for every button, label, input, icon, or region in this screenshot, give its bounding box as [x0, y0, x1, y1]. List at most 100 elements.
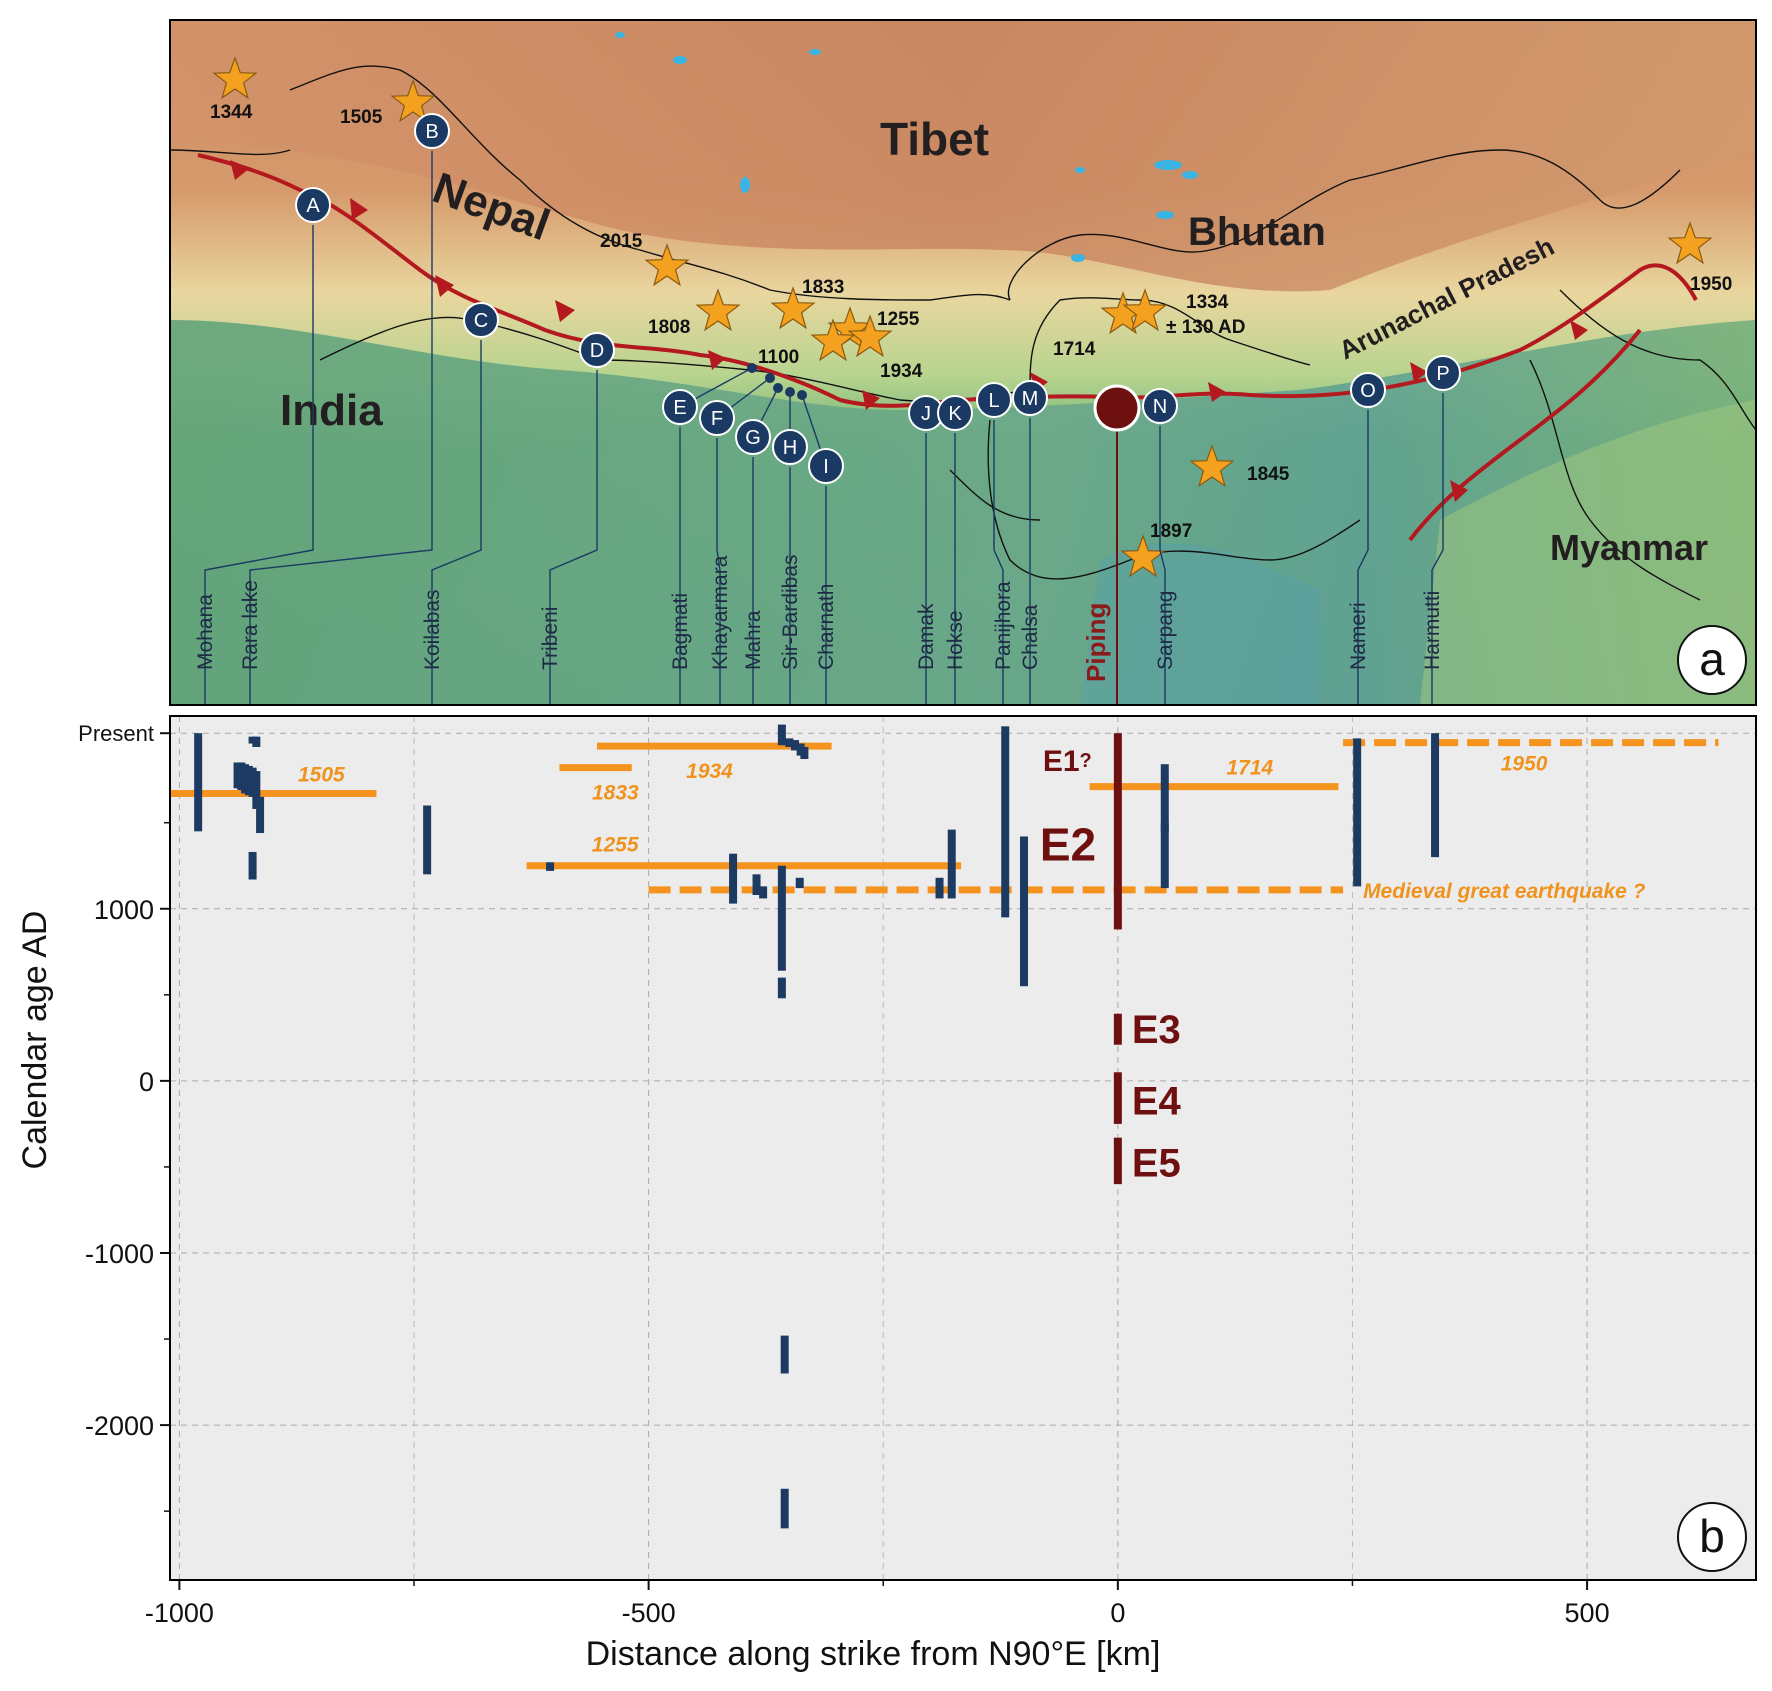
site-letter-p: P — [1436, 363, 1449, 385]
site-line-koilabas — [431, 340, 482, 705]
y-tick-label: 0 — [139, 1067, 154, 1097]
site-line-nameri — [1357, 410, 1369, 705]
site-age-bar — [194, 733, 203, 832]
eq-label-1897: 1897 — [1150, 521, 1192, 542]
site-name-charnath: Charnath — [815, 584, 838, 670]
piping-event-suffix: ? — [1080, 750, 1092, 772]
site-letter-g: G — [745, 427, 761, 449]
site-markers: A B C D E FG H I J K L M N O P — [295, 113, 1461, 484]
panel-b-letter: b — [1699, 1510, 1725, 1562]
eq-range-label: 1505 — [298, 763, 345, 786]
eq-label-1334-uncertainty: ± 130 AD — [1166, 317, 1245, 338]
site-age-bar — [759, 886, 768, 899]
piping-event-bar-e4 — [1113, 1072, 1122, 1124]
site-name-sir-bardibas: Sir-Bardibas — [779, 554, 802, 670]
site-name-nameri: Nameri — [1347, 602, 1370, 670]
piping-event-bar-e1 — [1113, 733, 1122, 760]
eq-label-1934: 1934 — [880, 361, 923, 382]
axis-ticks: -1000 -500 0 500 -2000 -1000 0 1000 Present — [78, 721, 1609, 1628]
site-name-sarpang: Sarpang — [1154, 591, 1177, 670]
site-age-bar — [1001, 726, 1010, 918]
piping-site-marker — [1093, 384, 1141, 432]
site-age-bar — [256, 796, 265, 834]
eq-star-1505 — [390, 79, 436, 123]
site-names: Mohana Rara lake Koilabas Tribeni Bagmati Kha… — [194, 554, 1444, 670]
plot-frame — [169, 715, 1757, 1581]
site-letter-l: L — [988, 390, 999, 412]
eq-range-label: Medieval great earthquake ? — [1363, 880, 1646, 903]
site-age-bar — [1160, 764, 1169, 832]
eq-label-1950: 1950 — [1690, 274, 1732, 295]
site-line-khayarmara — [716, 438, 721, 705]
site-line-tribeni — [549, 370, 598, 705]
region-india: India — [280, 386, 383, 435]
eq-label-1845: 1845 — [1247, 464, 1290, 485]
site-marker-k — [937, 395, 973, 431]
site-age-bar — [1020, 836, 1028, 987]
site-name-khayarmara: Khayarmara — [709, 555, 732, 670]
site-name-rara-lake: Rara lake — [239, 580, 262, 670]
eq-star-1334 — [1122, 288, 1168, 332]
eq-star-1344 — [212, 56, 258, 100]
piping-event-label-e3: E3 — [1132, 1008, 1181, 1052]
site-marker-p — [1425, 355, 1461, 391]
piping-site-label: Piping — [1081, 603, 1111, 682]
site-age-bar — [791, 740, 800, 751]
site-marker-h — [772, 429, 808, 465]
eq-label-1334: 1334 — [1186, 292, 1229, 313]
piping-event-bar-e2 — [1113, 759, 1122, 930]
site-name-mohana: Mohana — [194, 594, 217, 670]
site-marker-m — [1012, 380, 1048, 416]
piping-event-label-e5: E5 — [1132, 1142, 1181, 1186]
site-name-hokse: Hokse — [944, 610, 967, 670]
site-name-tribeni: Tribeni — [539, 607, 562, 670]
site-age-bar — [1431, 733, 1440, 858]
site-letter-m: M — [1022, 388, 1039, 410]
piping-event-label-e2: E2 — [1040, 818, 1096, 870]
site-marker-e — [662, 389, 698, 425]
region-myanmar: Myanmar — [1550, 527, 1708, 568]
site-age-bar — [780, 1488, 789, 1529]
eq-range-label: 1255 — [592, 834, 639, 857]
piping-event-bar-e3 — [1113, 1013, 1122, 1045]
site-marker-l — [976, 382, 1012, 418]
site-marker-a — [295, 187, 331, 223]
site-marker-n — [1142, 388, 1178, 424]
site-name-panijhora: Panijhora — [992, 581, 1015, 670]
grid-lines — [170, 716, 1756, 1580]
panel-a-badge — [1677, 625, 1747, 695]
site-letter-d: D — [590, 340, 604, 362]
site-letter-f: F — [711, 408, 723, 430]
piping-event-bar-e5 — [1113, 1137, 1122, 1185]
eq-star-1100 — [810, 318, 856, 362]
eq-star-1808 — [695, 288, 741, 332]
site-letter-j: J — [921, 403, 931, 425]
site-age-bar — [252, 736, 261, 747]
eq-label-1100: 1100 — [758, 347, 799, 368]
site-age-bar — [935, 877, 944, 899]
y-tick-label: 1000 — [94, 895, 154, 925]
site-letter-h: H — [783, 437, 797, 459]
site-age-bar — [777, 865, 786, 971]
site-name-koilabas: Koilabas — [421, 589, 444, 670]
site-letter-o: O — [1360, 380, 1376, 402]
earthquake-ranges: 1505 1833 1934 1255 1714 1950 Medieval great e… — [170, 739, 1719, 903]
site-marker-o — [1350, 372, 1386, 408]
site-age-bar — [752, 874, 761, 895]
site-age-bar — [729, 853, 738, 904]
y-tick-label: -2000 — [85, 1411, 154, 1441]
site-letter-e: E — [673, 397, 686, 419]
eq-label-1808: 1808 — [648, 317, 690, 338]
x-tick-label: 0 — [1110, 1598, 1125, 1628]
site-line-rara-lake — [249, 151, 433, 705]
site-name-harmutti: Harmutti — [1421, 591, 1444, 670]
site-marker-i — [808, 448, 844, 484]
panel-a-letter: a — [1699, 633, 1725, 685]
site-line-mohana — [204, 225, 314, 705]
map-panel: Tibet Nepal Bhutan India Myanmar Arunach… — [169, 19, 1757, 706]
site-connector-lines — [204, 151, 1444, 705]
eq-label-2015: 2015 — [600, 231, 643, 252]
site-age-bar — [423, 805, 432, 875]
site-age-bar — [1160, 822, 1169, 889]
